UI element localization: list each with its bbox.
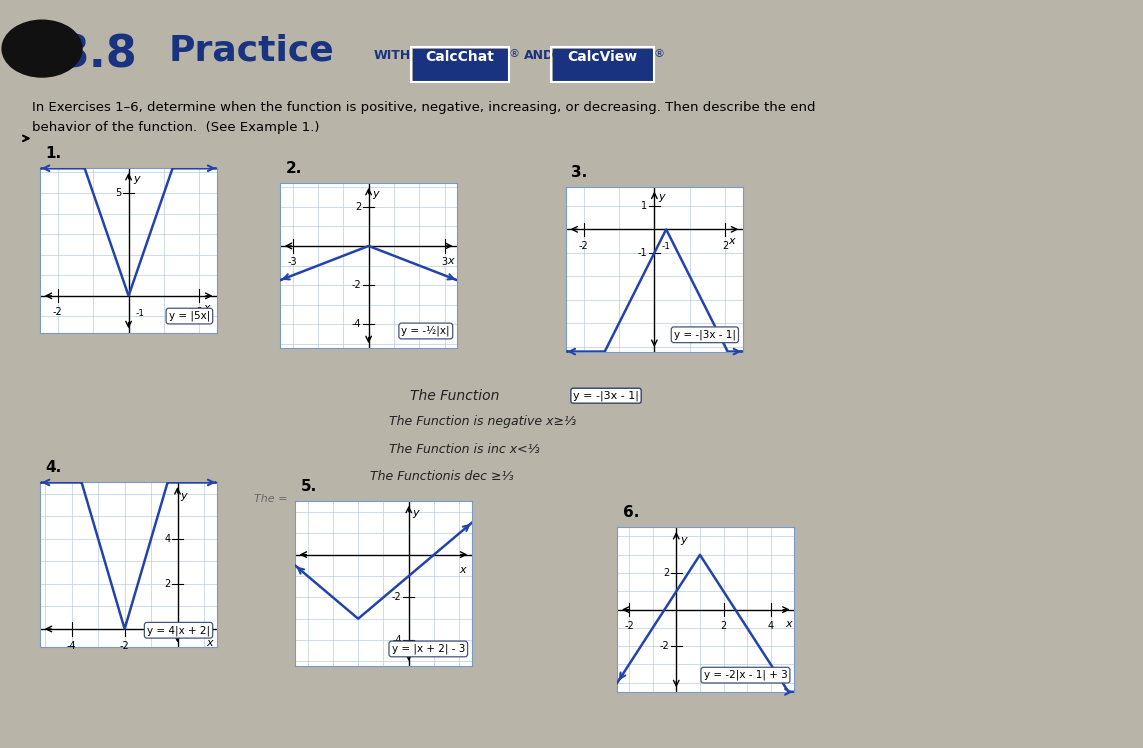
Text: y = |5x|: y = |5x| [169, 311, 210, 322]
Text: 5.: 5. [301, 479, 317, 494]
Text: 1: 1 [641, 200, 647, 211]
Text: 3: 3 [441, 257, 448, 268]
Text: -1: -1 [662, 242, 671, 251]
Text: -2: -2 [624, 621, 634, 631]
Text: y = -½|x|: y = -½|x| [401, 325, 450, 337]
Text: 3: 3 [415, 527, 423, 540]
Text: —¹⁄₃: —¹⁄₃ [415, 501, 440, 514]
Text: x: x [203, 303, 209, 313]
Text: x: x [459, 565, 466, 575]
Text: 2: 2 [197, 307, 202, 317]
Text: x: x [447, 256, 454, 266]
Text: 2.: 2. [286, 161, 302, 176]
Text: -2: -2 [352, 280, 361, 290]
Text: CalcChat: CalcChat [425, 50, 495, 64]
Text: 3.8: 3.8 [58, 34, 136, 76]
Text: The Function is negative x≥⅓: The Function is negative x≥⅓ [389, 415, 576, 428]
Text: WITH: WITH [374, 49, 410, 61]
Text: y: y [680, 535, 687, 545]
Text: y: y [413, 508, 419, 518]
Text: 1.: 1. [46, 146, 62, 161]
Text: -4: -4 [67, 640, 77, 651]
Text: -1: -1 [136, 309, 145, 318]
Text: -1: -1 [638, 248, 647, 258]
Text: y: y [658, 191, 664, 202]
Text: -4: -4 [352, 319, 361, 329]
Text: x: x [729, 236, 735, 246]
Text: behavior of the function.  (See Example 1.): behavior of the function. (See Example 1… [32, 121, 319, 134]
Text: -4: -4 [392, 635, 401, 645]
Text: -2: -2 [392, 592, 401, 602]
Text: 3.: 3. [572, 165, 588, 180]
Text: ®: ® [653, 49, 664, 58]
Text: -2: -2 [53, 307, 63, 317]
Circle shape [2, 20, 82, 77]
Text: 2: 2 [663, 568, 669, 578]
Text: 4: 4 [165, 534, 170, 544]
Text: x: x [785, 619, 792, 629]
Text: y = -2|x - 1| + 3: y = -2|x - 1| + 3 [704, 670, 788, 681]
Text: ®: ® [509, 49, 520, 58]
Text: 2: 2 [355, 202, 361, 212]
Text: -3: -3 [288, 257, 297, 268]
Text: -2: -2 [660, 641, 669, 652]
Text: 4.: 4. [46, 460, 62, 475]
Text: AND: AND [523, 49, 554, 61]
Text: The Function is inc x<⅓: The Function is inc x<⅓ [389, 443, 539, 456]
Text: x: x [207, 638, 214, 648]
Text: 2: 2 [720, 621, 727, 631]
FancyBboxPatch shape [414, 49, 506, 80]
Text: The =: The = [255, 494, 288, 503]
Text: -2: -2 [120, 640, 129, 651]
Text: y = 4|x + 2|: y = 4|x + 2| [147, 625, 210, 636]
Text: CalcView: CalcView [567, 50, 638, 64]
Text: y = -|3x - 1|: y = -|3x - 1| [674, 330, 736, 340]
Text: 6.: 6. [623, 505, 639, 520]
Text: 2: 2 [722, 241, 728, 251]
Text: 2: 2 [165, 579, 170, 589]
Text: In Exercises 1–6, determine when the function is positive, negative, increasing,: In Exercises 1–6, determine when the fun… [32, 101, 815, 114]
Text: y: y [181, 491, 186, 501]
Text: y = -|3x - 1|: y = -|3x - 1| [573, 390, 639, 401]
FancyBboxPatch shape [553, 49, 652, 80]
Text: y: y [373, 189, 379, 199]
Text: 5: 5 [115, 188, 121, 198]
Text: Practice: Practice [168, 34, 334, 67]
Text: The Functionis dec ≥¹⁄₃: The Functionis dec ≥¹⁄₃ [370, 470, 513, 482]
Text: y = |x + 2| - 3: y = |x + 2| - 3 [392, 644, 465, 654]
Text: 4: 4 [768, 621, 774, 631]
Text: y: y [133, 174, 139, 185]
Text: The Function: The Function [410, 389, 499, 403]
Text: -2: -2 [578, 241, 589, 251]
